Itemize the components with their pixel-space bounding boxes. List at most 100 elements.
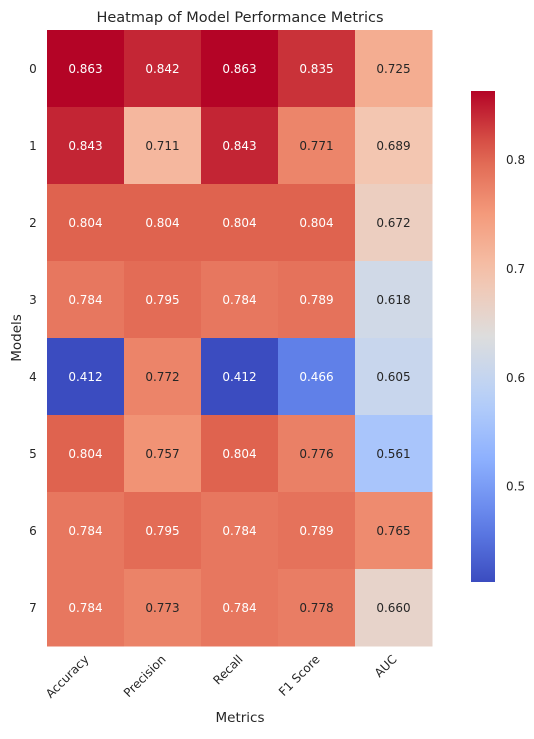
heatmap-cell bbox=[124, 338, 202, 416]
x-tick-label: Accuracy bbox=[43, 652, 92, 701]
heatmap-cell bbox=[47, 569, 125, 647]
cell-value-label: 0.843 bbox=[222, 139, 256, 153]
cell-value-label: 0.672 bbox=[376, 216, 410, 230]
heatmap-cell bbox=[355, 492, 433, 570]
cell-value-label: 0.784 bbox=[68, 524, 102, 538]
cell-value-label: 0.618 bbox=[376, 293, 410, 307]
cell-value-label: 0.804 bbox=[222, 447, 256, 461]
heatmap-cell bbox=[201, 338, 279, 416]
cell-value-label: 0.466 bbox=[299, 370, 333, 384]
colorbar-tick-label: 0.7 bbox=[506, 262, 525, 276]
cell-value-label: 0.842 bbox=[145, 62, 179, 76]
cell-value-label: 0.789 bbox=[299, 293, 333, 307]
heatmap-cell bbox=[278, 30, 356, 108]
colorbar bbox=[471, 91, 495, 582]
heatmap-cells bbox=[47, 30, 433, 647]
cell-value-label: 0.725 bbox=[376, 62, 410, 76]
cell-value-label: 0.804 bbox=[299, 216, 333, 230]
x-axis-label: Metrics bbox=[215, 710, 264, 726]
cell-value-label: 0.863 bbox=[68, 62, 102, 76]
cell-value-label: 0.765 bbox=[376, 524, 410, 538]
cell-value-label: 0.711 bbox=[145, 139, 179, 153]
y-tick-label: 2 bbox=[29, 216, 37, 230]
cell-value-label: 0.771 bbox=[299, 139, 333, 153]
y-tick-label: 4 bbox=[29, 370, 37, 384]
cell-value-label: 0.795 bbox=[145, 524, 179, 538]
cell-value-label: 0.804 bbox=[68, 216, 102, 230]
heatmap-cell bbox=[201, 261, 279, 339]
heatmap-cell bbox=[201, 30, 279, 108]
heatmap-cell bbox=[47, 30, 125, 108]
cell-value-label: 0.784 bbox=[222, 524, 256, 538]
y-tick-label: 3 bbox=[29, 293, 37, 307]
cell-value-label: 0.804 bbox=[222, 216, 256, 230]
heatmap-cell bbox=[355, 569, 433, 647]
heatmap-cell bbox=[124, 261, 202, 339]
heatmap-cell bbox=[47, 107, 125, 185]
y-tick-label: 5 bbox=[29, 447, 37, 461]
heatmap-cell bbox=[355, 338, 433, 416]
heatmap-cell bbox=[124, 184, 202, 262]
heatmap-cell bbox=[278, 492, 356, 570]
cell-value-label: 0.843 bbox=[68, 139, 102, 153]
heatmap-cell bbox=[355, 107, 433, 185]
heatmap-cell bbox=[278, 261, 356, 339]
heatmap-cell bbox=[47, 415, 125, 493]
cell-value-label: 0.776 bbox=[299, 447, 333, 461]
y-tick-label: 6 bbox=[29, 524, 37, 538]
heatmap-cell bbox=[355, 30, 433, 108]
y-axis-label: Models bbox=[9, 314, 25, 362]
heatmap-cell bbox=[278, 415, 356, 493]
colorbar-tick-label: 0.8 bbox=[506, 153, 525, 167]
heatmap-cell bbox=[47, 338, 125, 416]
heatmap-cell bbox=[124, 415, 202, 493]
heatmap-cell bbox=[201, 415, 279, 493]
heatmap-cell bbox=[278, 569, 356, 647]
colorbar-tick-label: 0.6 bbox=[506, 371, 525, 385]
heatmap-cell bbox=[355, 184, 433, 262]
heatmap-cell bbox=[124, 107, 202, 185]
cell-value-label: 0.757 bbox=[145, 447, 179, 461]
x-tick-label: AUC bbox=[372, 652, 400, 680]
heatmap-cell bbox=[278, 184, 356, 262]
heatmap-cell bbox=[201, 569, 279, 647]
x-tick-label: F1 Score bbox=[276, 652, 323, 699]
cell-value-label: 0.605 bbox=[376, 370, 410, 384]
heatmap-cell bbox=[201, 107, 279, 185]
heatmap-cell bbox=[278, 107, 356, 185]
x-tick-label: Precision bbox=[121, 652, 169, 700]
cell-value-label: 0.660 bbox=[376, 601, 410, 615]
chart-title: Heatmap of Model Performance Metrics bbox=[96, 10, 383, 26]
heatmap-cell bbox=[124, 569, 202, 647]
cell-value-label: 0.778 bbox=[299, 601, 333, 615]
x-tick-label: Recall bbox=[210, 652, 245, 687]
colorbar-tick-label: 0.5 bbox=[506, 480, 525, 494]
cell-annotations: 0.863 0.842 0.863 0.835 0.725 0.843 0.711 0.843… bbox=[68, 62, 410, 615]
cell-value-label: 0.689 bbox=[376, 139, 410, 153]
cell-value-label: 0.784 bbox=[68, 601, 102, 615]
heatmap-cell bbox=[47, 261, 125, 339]
cell-value-label: 0.784 bbox=[222, 601, 256, 615]
cell-value-label: 0.804 bbox=[68, 447, 102, 461]
cell-value-label: 0.784 bbox=[222, 293, 256, 307]
cell-value-label: 0.772 bbox=[145, 370, 179, 384]
heatmap-cell bbox=[201, 184, 279, 262]
y-tick-label: 1 bbox=[29, 139, 37, 153]
y-tick-label: 7 bbox=[29, 601, 37, 615]
y-tick-label: 0 bbox=[29, 62, 37, 76]
cell-value-label: 0.773 bbox=[145, 601, 179, 615]
heatmap-cell bbox=[47, 184, 125, 262]
cell-value-label: 0.835 bbox=[299, 62, 333, 76]
heatmap-cell bbox=[355, 415, 433, 493]
cell-value-label: 0.561 bbox=[376, 447, 410, 461]
heatmap-cell bbox=[201, 492, 279, 570]
y-tick-labels: 0 1 2 3 4 5 6 7 bbox=[29, 62, 37, 615]
x-tick-labels: Accuracy Precision Recall F1 Score AUC bbox=[43, 652, 400, 701]
heatmap-cell bbox=[124, 492, 202, 570]
cell-value-label: 0.784 bbox=[68, 293, 102, 307]
heatmap-cell bbox=[47, 492, 125, 570]
cell-value-label: 0.412 bbox=[222, 370, 256, 384]
cell-value-label: 0.863 bbox=[222, 62, 256, 76]
